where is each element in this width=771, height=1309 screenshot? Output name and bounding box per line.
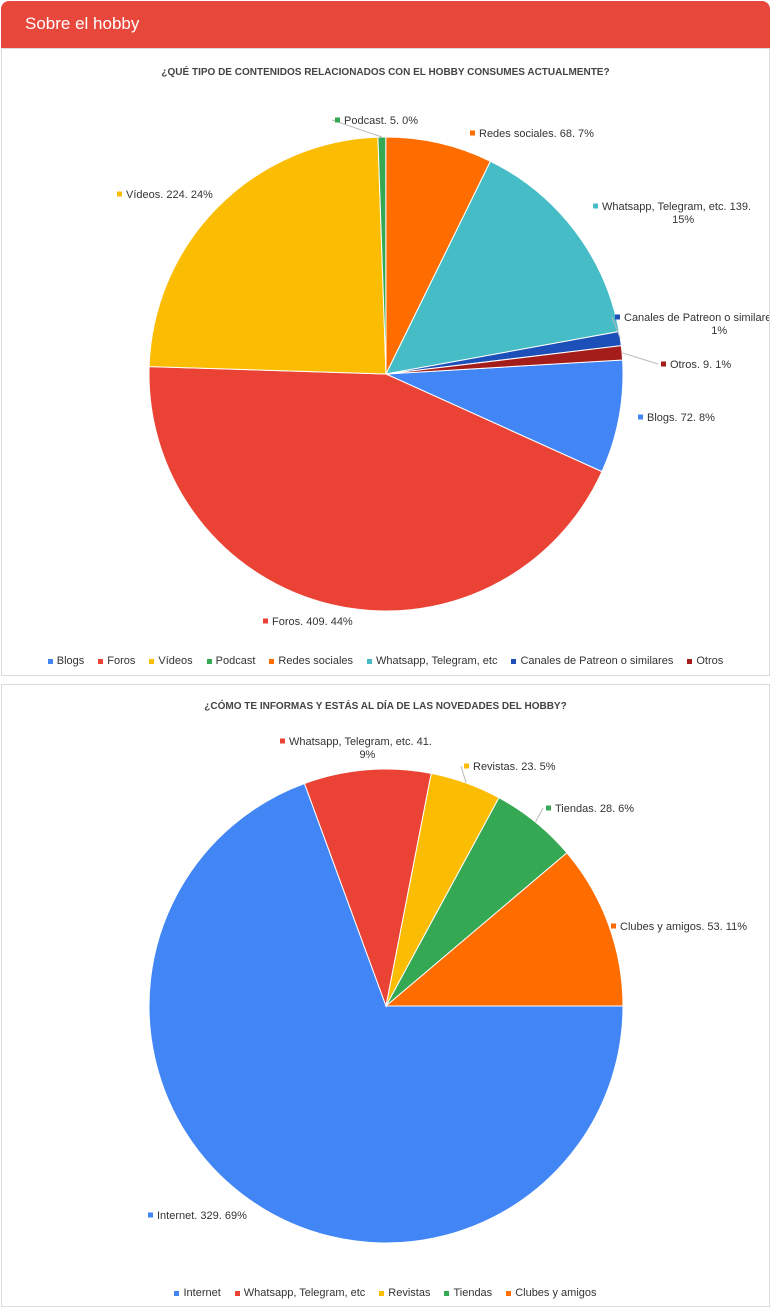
leader-line	[535, 807, 544, 823]
legend-item[interactable]: Tiendas	[444, 1287, 492, 1299]
legend-item[interactable]: Revistas	[379, 1287, 430, 1299]
label-swatch	[464, 763, 469, 769]
section-title: Sobre el hobby	[25, 14, 140, 33]
label-swatch	[148, 1212, 153, 1218]
slice-label: Vídeos. 224. 24%	[126, 189, 213, 201]
legend-item[interactable]: Otros	[687, 655, 723, 667]
legend-item[interactable]: Foros	[98, 655, 135, 667]
label-swatch	[280, 738, 285, 744]
legend-swatch	[269, 658, 275, 664]
label-swatch	[470, 130, 475, 136]
legend-swatch	[149, 658, 155, 664]
legend-swatch	[47, 658, 53, 664]
pie-slice-5[interactable]	[384, 852, 624, 1007]
leader-line	[621, 352, 659, 365]
label-swatch	[611, 923, 616, 929]
legend-label: Otros	[696, 655, 724, 667]
chart-card-news-sources: ¿CÓMO TE INFORMAS Y ESTÁS AL DÍA DE LAS …	[1, 684, 770, 1307]
slice-label: Whatsapp, Telegram, etc. 139. 15%	[602, 201, 751, 226]
label-swatch	[263, 618, 268, 624]
pie-chart: Blogs. 72. 8% Foros. 409. 44% Vídeos. 224.…	[117, 115, 769, 628]
leader-line	[460, 765, 467, 784]
legend-swatch	[206, 658, 212, 664]
legend-swatch	[687, 658, 693, 664]
pie-slice-3[interactable]	[148, 136, 387, 375]
legend-label: Whatsapp, Telegram, etc	[376, 655, 498, 667]
legend-swatch	[367, 658, 372, 664]
pie-slice-1[interactable]	[385, 359, 624, 473]
legend-item[interactable]: Clubes y amigos	[506, 1287, 597, 1299]
slice-label: Podcast. 5. 0%	[344, 115, 418, 127]
label-swatch	[638, 414, 643, 420]
label-swatch	[661, 361, 666, 367]
legend-label: Canales de Patreon o similares	[520, 655, 674, 667]
label-swatch	[615, 314, 620, 320]
legend-item[interactable]: Vídeos	[149, 655, 193, 667]
slice-label: Whatsapp, Telegram, etc. 41. 9%	[289, 736, 432, 761]
chart-legend: Blogs Foros Vídeos Podcast Redes sociales Wha…	[2, 655, 769, 667]
label-swatch	[546, 805, 551, 811]
legend-item[interactable]: Whatsapp, Telegram, etc	[234, 1287, 366, 1299]
label-swatch	[593, 203, 598, 209]
slice-label: Tiendas. 28. 6%	[555, 803, 634, 815]
legend-swatch	[98, 658, 104, 664]
pie-slice-1[interactable]	[148, 782, 624, 1244]
legend-swatch	[174, 1290, 180, 1296]
legend-label: Internet	[183, 1287, 221, 1299]
legend-item[interactable]: Blogs	[47, 655, 85, 667]
slice-label: Clubes y amigos. 53. 11%	[620, 921, 747, 933]
legend-label: Tiendas	[453, 1287, 493, 1299]
legend-label: Blogs	[56, 655, 85, 667]
pie-slice-6[interactable]	[385, 160, 620, 375]
chart-card-content-types: ¿QUÉ TIPO DE CONTENIDOS RELACIONADOS CON…	[1, 48, 770, 676]
legend-swatch	[444, 1290, 450, 1296]
slice-label: Internet. 329. 69%	[157, 1210, 247, 1222]
legend-label: Clubes y amigos	[515, 1287, 597, 1299]
slice-label: Canales de Patreon o similares. 9.1%	[624, 312, 769, 337]
legend-item[interactable]: Whatsapp, Telegram, etc	[367, 655, 497, 667]
leader-line	[331, 119, 383, 138]
slice-label: Redes sociales. 68. 7%	[479, 128, 594, 140]
legend-item[interactable]: Podcast	[206, 655, 256, 667]
label-swatch	[335, 117, 340, 123]
legend-item[interactable]: Redes sociales	[269, 655, 353, 667]
legend-label: Podcast	[215, 655, 256, 667]
label-swatch	[117, 191, 122, 197]
slice-label: Otros. 9. 1%	[670, 359, 731, 371]
legend-label: Whatsapp, Telegram, etc	[243, 1287, 366, 1299]
legend-label: Revistas	[388, 1287, 431, 1299]
pie-slice-2[interactable]	[303, 768, 432, 1008]
legend-swatch	[379, 1290, 385, 1296]
pie-chart: Internet. 329. 69% Whatsapp, Telegram, et…	[148, 736, 747, 1244]
section-header: Sobre el hobby	[1, 1, 770, 48]
legend-label: Redes sociales	[278, 655, 353, 667]
legend-swatch	[234, 1290, 240, 1296]
slice-label: Revistas. 23. 5%	[473, 761, 556, 773]
chart-title: ¿CÓMO TE INFORMAS Y ESTÁS AL DÍA DE LAS …	[204, 701, 567, 712]
legend-label: Foros	[107, 655, 136, 667]
pie-slice-2[interactable]	[148, 366, 603, 612]
legend-swatch	[511, 658, 517, 664]
chart-title: ¿QUÉ TIPO DE CONTENIDOS RELACIONADOS CON…	[161, 67, 610, 78]
leader-line	[611, 316, 621, 339]
chart-legend: Internet Whatsapp, Telegram, etc Revistas T…	[2, 1287, 769, 1299]
legend-item[interactable]: Canales de Patreon o similares	[511, 655, 673, 667]
slice-label: Blogs. 72. 8%	[647, 412, 715, 424]
slice-label: Foros. 409. 44%	[272, 616, 353, 628]
pie-slice-5[interactable]	[385, 136, 492, 375]
legend-item[interactable]: Internet	[174, 1287, 221, 1299]
legend-label: Vídeos	[158, 655, 193, 667]
legend-swatch	[506, 1290, 512, 1296]
